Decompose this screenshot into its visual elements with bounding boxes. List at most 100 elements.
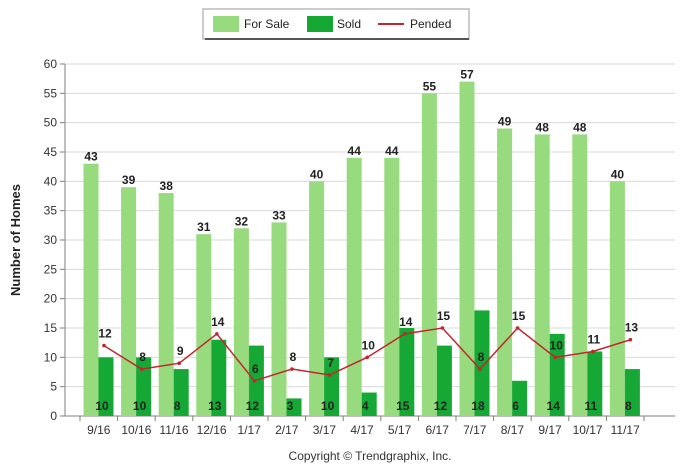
y-axis-title: Number of Homes	[8, 184, 23, 296]
bar-for-sale	[158, 193, 174, 416]
y-tick-label: 50	[44, 116, 58, 130]
bar-for-sale	[121, 187, 137, 416]
data-label-pended: 12	[98, 327, 112, 341]
bar-sold	[361, 392, 377, 416]
data-label-pended: 7	[327, 356, 334, 370]
legend: For Sale Sold Pended	[202, 8, 470, 40]
y-tick-label: 25	[44, 262, 58, 276]
data-label-sold: 8	[625, 399, 632, 413]
data-label-for-sale: 48	[536, 120, 550, 134]
point-pended	[327, 373, 332, 377]
legend-swatch-for-sale	[213, 16, 239, 32]
bar-sold	[436, 345, 452, 416]
y-tick-label: 55	[44, 86, 58, 100]
data-label-for-sale: 57	[460, 68, 474, 82]
bar-for-sale	[609, 181, 625, 416]
data-label-sold: 14	[547, 399, 561, 413]
data-label-pended: 11	[587, 332, 600, 346]
x-tick-label: 11/17	[611, 423, 640, 437]
copyright-footer: Copyright © Trendgraphix, Inc.	[289, 449, 452, 463]
data-label-sold: 12	[434, 399, 448, 413]
point-pended	[515, 326, 520, 330]
x-tick-label: 5/17	[388, 423, 412, 437]
axis-layer: 0 5 10 15 20 25 30 35 40 45 50 55 60 9/16 10/16 11/16 12…	[44, 57, 675, 437]
y-tick-label: 5	[50, 380, 57, 394]
legend-box	[202, 8, 470, 40]
data-label-sold: 4	[362, 399, 369, 413]
data-label-for-sale: 40	[611, 167, 625, 181]
data-label-for-sale: 33	[272, 208, 286, 222]
legend-label-for-sale: For Sale	[244, 17, 290, 31]
y-tick-label: 20	[44, 292, 58, 306]
bar-sold	[587, 351, 603, 416]
data-label-sold: 3	[287, 399, 294, 413]
x-tick-label: 10/17	[573, 423, 603, 437]
point-pended	[102, 343, 106, 348]
data-label-sold: 11	[584, 399, 597, 413]
label-layer: 4310391038831133212333401044444155512571…	[84, 68, 638, 413]
bar-for-sale	[421, 93, 437, 416]
y-tick-label: 0	[50, 409, 57, 423]
point-pended	[252, 379, 257, 383]
bar-for-sale	[271, 222, 287, 416]
legend-swatch-sold	[307, 16, 333, 32]
data-label-pended: 13	[625, 321, 639, 335]
data-label-for-sale: 44	[348, 144, 362, 158]
data-label-pended: 14	[211, 315, 225, 329]
data-label-sold: 10	[133, 399, 147, 413]
bar-sold	[399, 328, 415, 416]
point-pended	[628, 337, 633, 342]
point-pended	[440, 326, 445, 330]
bar-sold	[512, 380, 528, 416]
x-tick-label: 9/16	[87, 423, 111, 437]
bar-for-sale	[497, 128, 513, 417]
data-label-pended: 6	[252, 362, 259, 376]
bar-for-sale	[384, 157, 400, 416]
y-tick-label: 10	[44, 350, 58, 364]
x-tick-label: 12/16	[197, 423, 227, 437]
point-pended	[403, 332, 407, 336]
bar-layer	[83, 81, 640, 417]
x-tick-label: 9/17	[538, 423, 562, 437]
data-label-for-sale: 40	[310, 167, 324, 181]
point-pended	[215, 332, 219, 336]
y-tick-label: 15	[44, 321, 58, 335]
data-label-pended: 8	[139, 350, 146, 364]
point-pended	[290, 367, 294, 371]
data-label-pended: 8	[478, 350, 485, 364]
bar-sold	[624, 369, 640, 416]
data-label-pended: 15	[437, 309, 451, 323]
y-tick-label: 60	[44, 57, 58, 71]
data-label-sold: 10	[321, 399, 335, 413]
point-pended	[365, 355, 370, 360]
x-tick-label: 11/16	[159, 423, 188, 437]
bar-sold	[211, 339, 227, 416]
legend-label-pended: Pended	[410, 17, 451, 31]
data-label-for-sale: 55	[423, 79, 437, 93]
bar-for-sale	[83, 163, 99, 416]
x-tick-label: 2/17	[275, 423, 299, 437]
bar-for-sale	[309, 181, 325, 416]
data-label-pended: 9	[177, 344, 184, 358]
data-label-sold: 13	[208, 399, 222, 413]
bar-sold	[286, 398, 302, 416]
point-pended	[478, 367, 482, 371]
data-label-sold: 6	[512, 399, 519, 413]
y-tick-label: 30	[44, 233, 58, 247]
bar-for-sale	[233, 228, 249, 416]
data-label-for-sale: 44	[385, 144, 399, 158]
data-label-sold: 10	[95, 399, 109, 413]
point-pended	[553, 355, 557, 360]
data-label-sold: 8	[174, 399, 181, 413]
y-tick-label: 45	[44, 145, 58, 159]
data-label-for-sale: 38	[160, 179, 174, 193]
data-label-pended: 10	[550, 338, 564, 352]
data-label-pended: 14	[399, 315, 413, 329]
y-tick-label: 40	[44, 174, 58, 188]
legend-label-sold: Sold	[337, 17, 361, 31]
data-label-pended: 10	[362, 338, 376, 352]
bar-sold	[136, 357, 152, 416]
x-tick-label: 10/16	[121, 423, 151, 437]
